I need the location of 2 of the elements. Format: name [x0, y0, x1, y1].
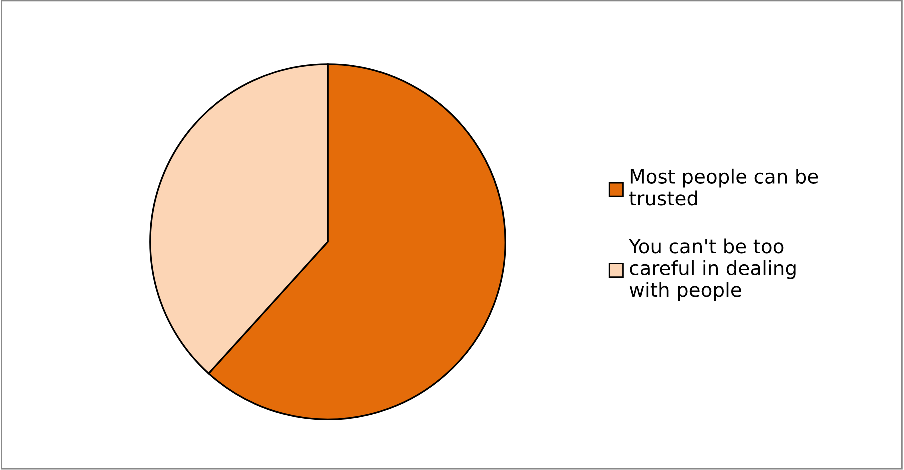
legend-label: Most people can be trusted [630, 168, 818, 206]
legend-label: You can't be too careful in dealing with people [629, 238, 796, 302]
